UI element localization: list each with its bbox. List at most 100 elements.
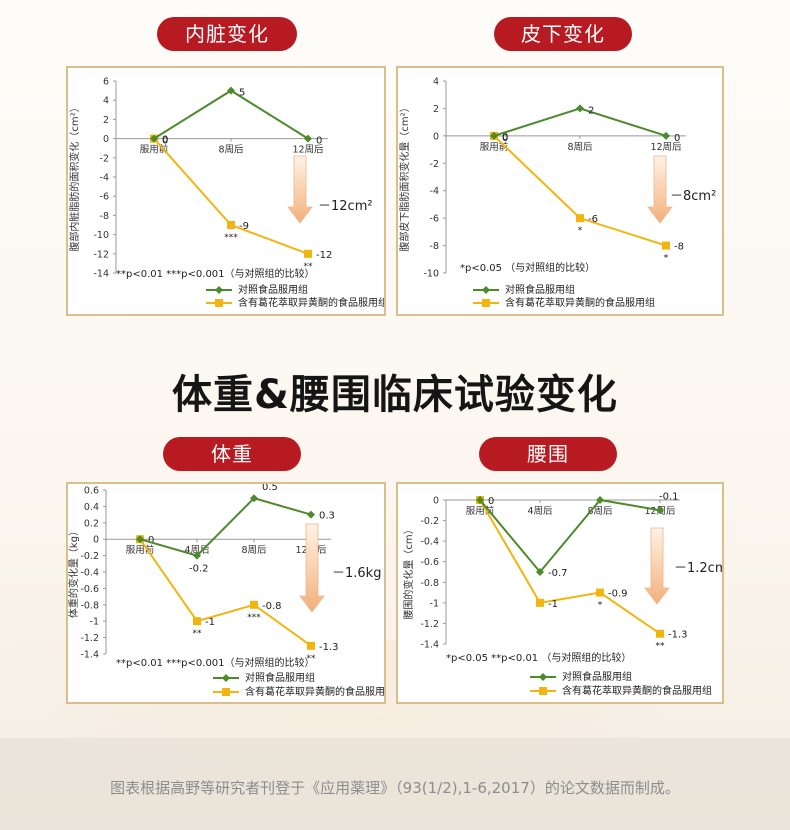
treatment-series-value-label: 0 [162,135,168,146]
visceral-chart-panel: 6 4 2 0 -2 -4 -6 -8 -10 -12 -14 服用前 8周后 12周后 腹部内脏脂肪的面积… [66,66,386,316]
treatment-series-value-label: -1 [548,599,558,610]
page-heading: 体重&腰围临床试验变化 [172,372,618,418]
footer-band [0,738,790,830]
y-tick-label: -8 [430,241,439,252]
significance-marker: * [598,601,603,611]
y-tick-label: 0 [93,535,99,546]
control-series-value-label: -0.1 [659,491,679,502]
control-series-value-label: 0 [316,136,322,147]
y-tick-label: -1 [90,617,99,628]
y-tick-label: -0.8 [80,600,99,611]
y-tick-label: -1.4 [420,640,439,651]
y-tick-label: -4 [430,186,439,197]
control-series-value-label: 0 [674,133,680,144]
legend-control-label: 对照食品服用组 [562,670,632,683]
control-series-line [139,497,312,557]
significance-note: *p<0.05 （与对照组的比较） [460,261,595,274]
legend-control-marker [222,674,230,682]
control-series-marker [536,568,544,576]
x-category-label: 8周后 [218,145,244,156]
decrease-arrow [647,155,673,224]
y-tick-label: 2 [103,115,109,126]
weight-title-pill: 体重 [163,437,301,471]
y-tick-label: -10 [423,269,439,280]
significance-marker: ** [193,629,203,639]
y-tick-label: -0.2 [80,551,99,562]
y-tick-label: 0.6 [84,486,99,497]
y-tick-label: -1.2 [80,633,99,644]
x-category-label: 12周后 [292,145,324,156]
treatment-series-value-label: -0.8 [262,601,282,612]
y-tick-label: 0 [433,496,439,507]
treatment-series-marker [193,617,201,626]
control-series-marker [227,86,235,95]
treatment-series-line [139,538,312,647]
y-tick-label: 0 [103,134,109,145]
significance-marker: *** [224,233,238,243]
legend-control-label: 对照食品服用组 [238,283,308,296]
y-tick-label: -6 [430,214,439,225]
y-tick-label: -0.6 [80,584,99,595]
significance-marker: * [664,254,669,264]
significance-marker: ** [307,654,317,664]
waist-chart: 0-0.2-0.4-0.6-0.8-1-1.2-1.4服用前4周后8周后12周后… [402,491,722,697]
legend-treatment-label: 含有葛花萃取异黄酮的食品服用组 [238,296,384,309]
control-series-value-label: 0 [162,136,168,147]
control-series-marker [662,131,670,140]
control-series-marker [193,551,201,560]
control-series-line [493,107,667,137]
change-amount-label: －8cm² [670,189,716,204]
treatment-series-marker [662,241,670,250]
y-tick-label: -1 [430,598,439,609]
treatment-series-value-label: -8 [674,242,684,253]
weight-chart-panel: 0.6 0.4 0.2 0 -0.2 -0.4 -0.6 -0.8 -1 -1.2 -1.4 服用前 4… [66,482,386,704]
treatment-series-value-label: -9 [239,221,249,232]
legend-treatment-label: 含有葛花萃取异黄酮的食品服用组 [505,296,655,309]
legend-control-marker [215,286,223,294]
control-series-value-label: 0.5 [262,484,278,493]
treatment-series-marker [596,588,604,597]
significance-marker: ** [304,262,314,272]
decrease-arrow [287,155,313,224]
significance-marker: *** [247,613,261,623]
y-tick-label: -1.4 [80,650,99,661]
x-category-label: 4周后 [184,545,210,556]
treatment-series-marker [536,598,544,607]
subcutaneous-title-pill: 皮下变化 [494,17,632,51]
y-tick-label: 0.2 [84,518,99,529]
waist-chart-panel: 0-0.2-0.4-0.6-0.8-1-1.2-1.4服用前4周后8周后12周后… [396,482,724,704]
treatment-series-line [479,499,661,635]
waist-title-pill: 腰围 [479,437,617,471]
legend-control-marker [539,673,547,681]
control-series-value-label: -0.7 [548,568,568,579]
y-axis-title: 腹部内脏脂肪的面积变化（cm²） [68,102,81,251]
weight-chart: 0.6 0.4 0.2 0 -0.2 -0.4 -0.6 -0.8 -1 -1.2 -1.4 服用前 4… [68,484,384,698]
y-tick-label: 2 [433,104,439,115]
legend-treatment-marker [222,688,230,696]
y-tick-label: -4 [100,173,109,184]
y-tick-label: 4 [433,77,439,88]
control-series-marker [136,535,144,544]
x-category-label: 12周后 [650,142,682,153]
control-series-marker [307,510,315,519]
treatment-series-marker [227,221,235,229]
y-tick-label: 0.4 [84,502,99,513]
significance-marker: ** [656,642,666,652]
control-series-line [479,498,661,574]
control-series-line [153,89,309,140]
y-tick-label: -0.4 [80,568,99,579]
visceral-title-pill: 内脏变化 [157,17,297,51]
y-tick-label: -6 [100,192,109,203]
control-series-value-label: -0.2 [189,564,209,575]
x-category-label: 4周后 [527,506,553,517]
control-series-value-label: 0.3 [319,511,335,522]
legend-control-label: 对照食品服用组 [505,283,575,296]
change-amount-label: －1.2cm [674,561,722,576]
y-axis-title: 腹部皮下脂肪面积变化量（cm²） [398,102,411,251]
change-amount-label: －12cm² [318,199,373,214]
control-series-value-label: 2 [588,105,594,116]
y-tick-label: -2 [100,153,109,164]
legend-treatment-label: 含有葛花萃取异黄酮的食品服用组 [562,684,712,697]
legend-treatment-marker [539,687,547,695]
